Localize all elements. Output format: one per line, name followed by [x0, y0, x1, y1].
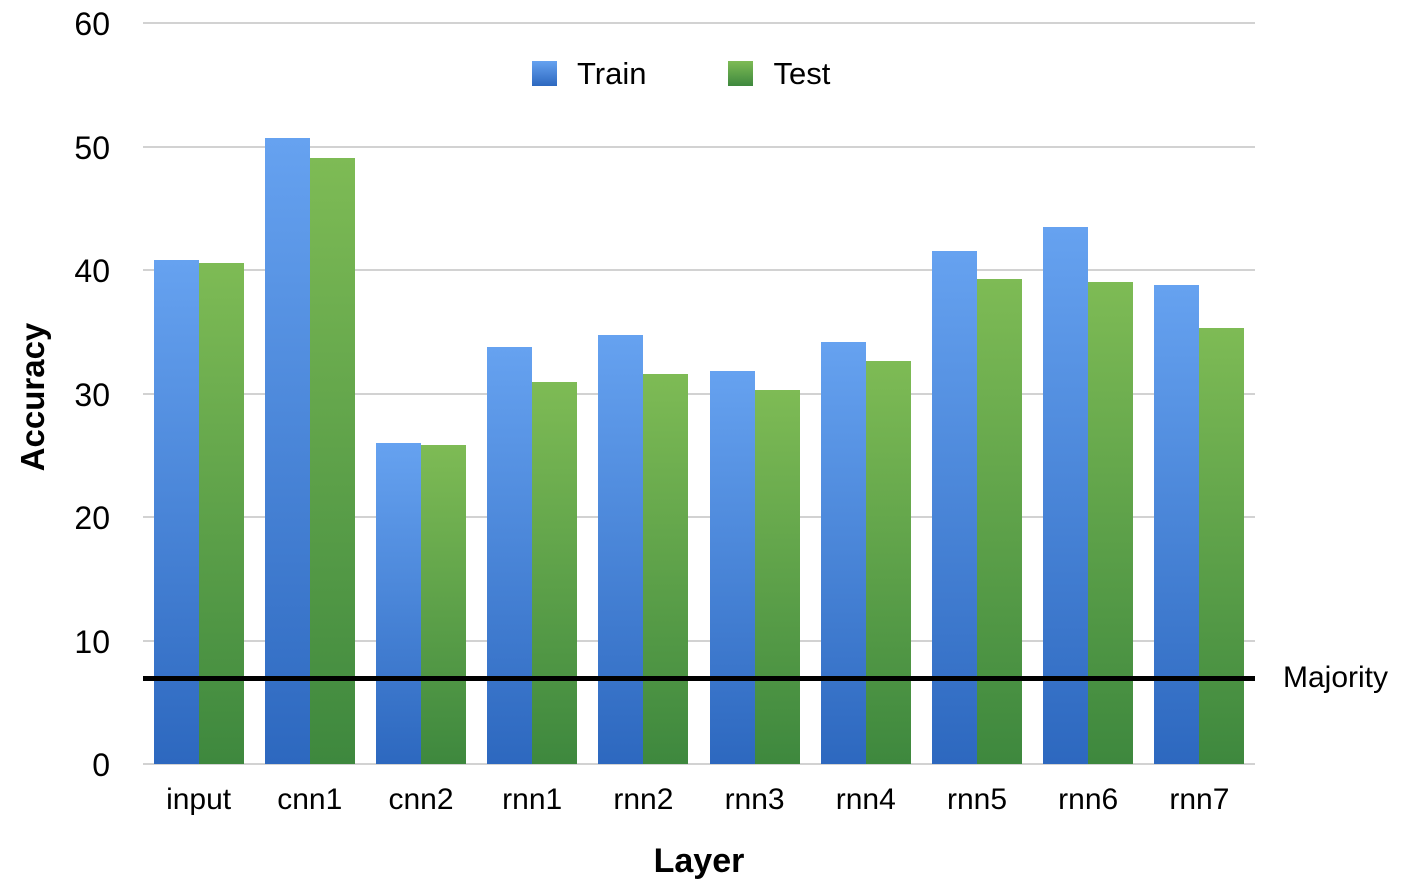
bar-test-rnn1 [532, 382, 578, 764]
x-axis-title: Layer [653, 842, 745, 880]
bar-train-rnn1 [487, 346, 533, 764]
x-tick-label-rnn1: rnn1 [502, 783, 563, 816]
bar-train-input [153, 260, 199, 764]
legend-swatch-train [532, 61, 557, 86]
legend-item-test: Test [728, 58, 830, 89]
bar-test-cnn1 [309, 157, 355, 764]
bar-test-rnn7 [1199, 328, 1245, 764]
bar-train-cnn2 [376, 442, 421, 764]
x-tick-label-rnn2: rnn2 [613, 783, 674, 816]
bar-train-rnn7 [1154, 284, 1200, 764]
x-tick-label-rnn4: rnn4 [835, 783, 896, 816]
majority-line-label: Majority [1283, 660, 1389, 694]
gridline-40 [143, 269, 1255, 271]
x-tick-label-rnn7: rnn7 [1169, 783, 1230, 816]
y-tick-label-50: 50 [74, 129, 110, 166]
x-tick-label-cnn2: cnn2 [388, 783, 454, 816]
legend-label-test: Test [773, 56, 831, 91]
bar-test-rnn5 [977, 278, 1022, 764]
plot-area [143, 22, 1255, 765]
bar-train-rnn4 [820, 341, 866, 764]
bar-test-input [198, 262, 244, 764]
bar-train-rnn6 [1043, 226, 1089, 764]
y-tick-label-0: 0 [92, 747, 110, 783]
y-tick-label-40: 40 [74, 253, 110, 289]
x-tick-label-rnn5: rnn5 [946, 783, 1007, 816]
bar-test-rnn3 [754, 389, 800, 764]
bar-test-cnn2 [421, 445, 466, 764]
x-tick-label-input: input [166, 783, 232, 816]
bar-test-rnn2 [643, 373, 689, 764]
x-tick-label-rnn6: rnn6 [1058, 783, 1119, 816]
y-tick-label-10: 10 [74, 623, 110, 660]
legend-swatch-test [728, 61, 754, 86]
chart-legend: Train Test [532, 58, 830, 89]
y-tick-label-60: 60 [74, 6, 110, 42]
gridline-30 [143, 392, 1255, 395]
gridline-10 [143, 639, 1255, 642]
x-tick-label-cnn1: cnn1 [277, 783, 343, 816]
bar-train-cnn1 [264, 137, 310, 764]
bar-test-rnn6 [1088, 282, 1134, 764]
bar-train-rnn3 [709, 371, 755, 764]
x-tick-label-rnn3: rnn3 [724, 783, 785, 816]
y-tick-label-30: 30 [74, 376, 110, 413]
gridline-20 [143, 516, 1255, 518]
bar-train-rnn2 [598, 335, 644, 764]
gridline-0 [143, 763, 1255, 765]
majority-reference-line [143, 675, 1255, 681]
y-tick-label-20: 20 [74, 500, 110, 536]
gridline-60 [143, 22, 1255, 24]
gridline-50 [143, 145, 1255, 148]
legend-label-train: Train [577, 56, 647, 91]
bar-train-rnn5 [932, 251, 977, 764]
bar-test-rnn4 [865, 361, 911, 764]
legend-item-train: Train [532, 58, 646, 89]
